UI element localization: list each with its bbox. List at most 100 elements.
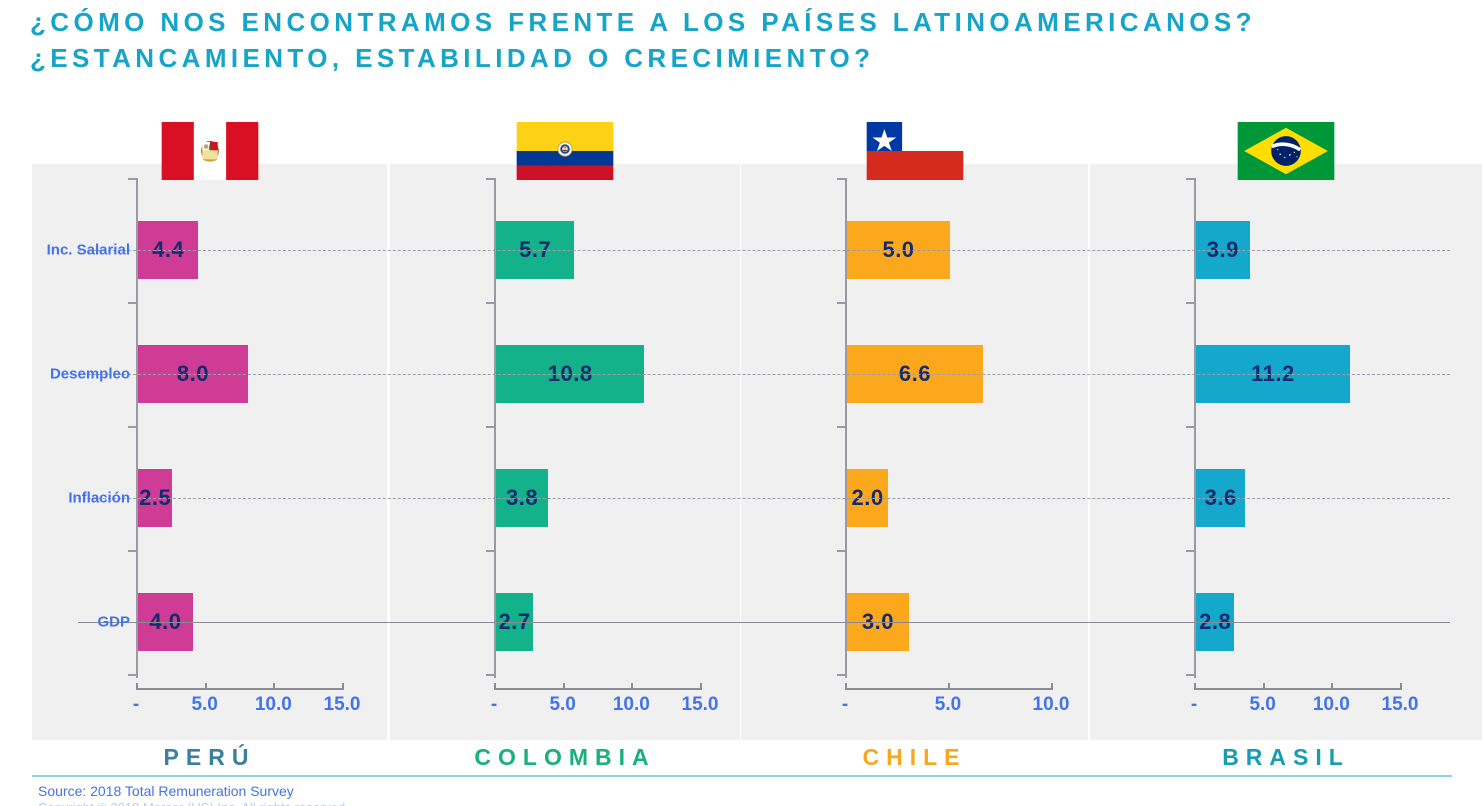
x-axis-label: 10.0 <box>612 694 650 715</box>
bar-value-label: 2.8 <box>1199 609 1232 634</box>
x-axis-tick <box>948 683 950 690</box>
plot-area: 5.7 10.8 3.8 2.7 - 5.0 10.0 15.0 <box>486 178 760 715</box>
x-axis-label: 10.0 <box>1312 694 1350 715</box>
x-axis-tick <box>700 683 702 690</box>
x-axis-tick <box>631 683 634 690</box>
chart-panel-colombia: 5.7 10.8 3.8 2.7 - 5.0 10.0 15.0 <box>390 122 740 740</box>
y-axis-tick <box>837 550 845 552</box>
x-axis-label: 5.0 <box>1249 694 1276 715</box>
x-axis-label: - <box>132 694 140 715</box>
bar-value-label: 10.8 <box>547 361 593 386</box>
y-axis <box>845 178 847 678</box>
x-axis-label: - <box>1190 694 1198 715</box>
page-title: ¿CÓMO NOS ENCONTRAMOS FRENTE A LOS PAÍSE… <box>30 4 1450 76</box>
x-axis-tick <box>494 683 496 690</box>
x-axis <box>1194 688 1402 690</box>
x-axis <box>494 688 702 690</box>
chart-panel-brasil: 3.9 11.2 3.6 2.8 - 5.0 10.0 15.0 <box>1090 122 1482 740</box>
y-axis-tick <box>128 302 136 304</box>
y-axis-tick <box>128 674 136 676</box>
row-label-inc--salarial: Inc. Salarial <box>46 241 130 259</box>
bar-value-label: 11.2 <box>1251 361 1295 386</box>
bar-value-label: 3.8 <box>506 485 539 510</box>
gridline-inflaci-n <box>78 498 1450 499</box>
x-axis-label: 15.0 <box>1381 694 1419 715</box>
y-axis-tick <box>128 426 136 428</box>
title-line-1: ¿CÓMO NOS ENCONTRAMOS FRENTE A LOS PAÍSE… <box>30 7 1256 37</box>
footer-copyright: Copyright © 2018 Mercer (US) Inc. All ri… <box>38 800 349 806</box>
x-axis-tick <box>204 683 207 690</box>
bar-value-label: 3.0 <box>861 609 894 634</box>
chile-flag <box>862 122 968 180</box>
bar-value-label: 5.0 <box>882 237 915 262</box>
y-axis-tick <box>128 550 136 552</box>
x-axis-label: 5.0 <box>191 694 218 715</box>
plot-area: 3.9 11.2 3.6 2.8 - 5.0 10.0 15.0 <box>1186 178 1460 715</box>
row-label-gdp: GDP <box>97 613 130 631</box>
bar-value-label: 2.5 <box>139 485 172 510</box>
plot-area: 5.0 6.6 2.0 3.0 - 5.0 10.0 <box>837 178 1111 715</box>
x-axis-label: - <box>490 694 498 715</box>
bar-inc--salarial: 3.9 <box>1196 221 1250 279</box>
y-axis-tick <box>486 550 494 552</box>
colombia-flag <box>512 122 618 180</box>
bar-value-label: 2.7 <box>498 609 531 634</box>
country-caption-perú: PERÚ <box>163 744 256 770</box>
x-axis-tick <box>845 683 847 690</box>
bar-value-label: 8.0 <box>176 361 209 386</box>
x-axis <box>136 688 344 690</box>
chart-panel-chile: 5.0 6.6 2.0 3.0 - 5.0 10.0 <box>741 122 1088 740</box>
footer-divider <box>32 775 1452 777</box>
x-axis-label: 10.0 <box>1032 694 1070 715</box>
x-axis-label: 15.0 <box>323 694 361 715</box>
x-axis-tick <box>1331 683 1334 690</box>
brasil-flag <box>1233 122 1339 180</box>
chart-panel-perú: 4.4 8.0 2.5 4.0 - 5.0 10.0 15.0 <box>32 122 387 740</box>
y-axis-tick <box>1186 426 1194 428</box>
y-axis-tick <box>837 674 845 676</box>
row-label-desempleo: Desempleo <box>49 365 130 383</box>
peru-flag <box>157 122 263 180</box>
x-axis-tick <box>136 683 138 690</box>
y-axis-tick <box>486 426 494 428</box>
country-caption-brasil: BRASIL <box>1222 744 1350 770</box>
y-axis <box>1194 178 1196 678</box>
bar-value-label: 3.9 <box>1206 237 1239 262</box>
x-axis-tick <box>1194 683 1196 690</box>
footer-source: Source: 2018 Total Remuneration Survey <box>38 783 294 799</box>
title-line-2: ¿ESTANCAMIENTO, ESTABILIDAD O CRECIMIENT… <box>30 43 875 73</box>
x-axis-label: 10.0 <box>254 694 292 715</box>
y-axis-tick <box>486 178 494 180</box>
x-axis-tick <box>562 683 565 690</box>
y-axis-tick <box>1186 550 1194 552</box>
x-axis-label: 15.0 <box>681 694 719 715</box>
y-axis-tick <box>486 302 494 304</box>
y-axis <box>136 178 138 678</box>
charts-row: 4.4 8.0 2.5 4.0-5.0 10.0 15.0 5.7 10.8 3.8 2.7-5.… <box>0 122 1484 740</box>
gridline-gdp <box>78 622 1450 623</box>
x-axis-label: 5.0 <box>934 694 962 715</box>
y-axis-tick <box>1186 674 1194 676</box>
plot-area: 4.4 8.0 2.5 4.0 - 5.0 10.0 15.0 <box>128 178 402 715</box>
x-axis-tick <box>342 683 344 690</box>
gridline-desempleo <box>78 374 1450 375</box>
y-axis-tick <box>837 426 845 428</box>
y-axis-tick <box>128 178 136 180</box>
bar-value-label: 5.7 <box>519 237 552 262</box>
x-axis-tick <box>273 683 276 690</box>
x-axis-label: 5.0 <box>549 694 576 715</box>
bar-value-label: 4.0 <box>149 609 182 634</box>
bar-value-label: 2.0 <box>851 485 884 510</box>
bar-value-label: 4.4 <box>152 237 185 262</box>
country-caption-chile: CHILE <box>862 744 967 770</box>
y-axis-tick <box>486 674 494 676</box>
country-caption-colombia: COLOMBIA <box>474 744 656 770</box>
y-axis-tick <box>1186 178 1194 180</box>
x-axis-label: - <box>841 694 849 715</box>
y-axis-tick <box>1186 302 1194 304</box>
bar-value-label: 3.6 <box>1204 485 1237 510</box>
y-axis <box>494 178 496 678</box>
x-axis-tick <box>1262 683 1265 690</box>
x-axis-tick <box>1400 683 1402 690</box>
